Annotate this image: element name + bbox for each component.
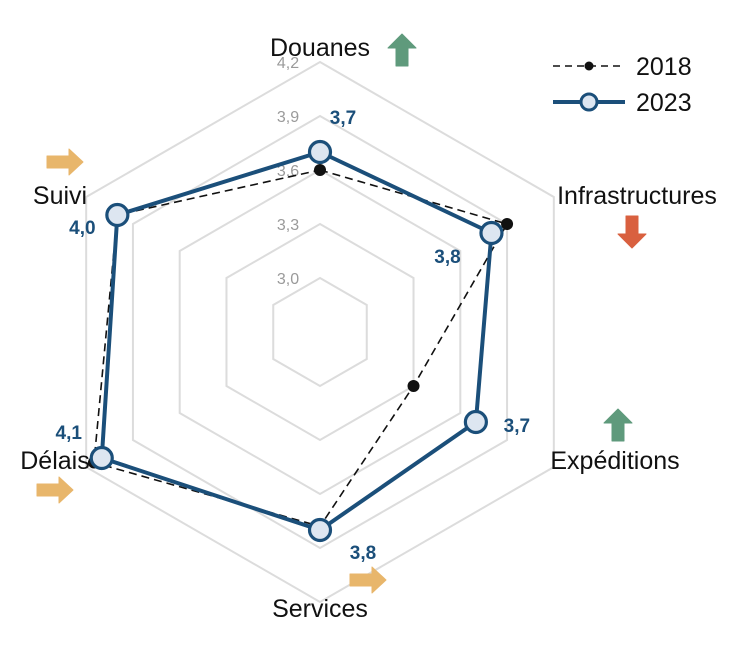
data-label-services: 3,8 bbox=[350, 543, 376, 564]
data-label-suivi: 4,0 bbox=[69, 218, 95, 239]
legend-item-2023: 2023 bbox=[553, 89, 692, 117]
arrow-right-icon-delais bbox=[36, 476, 74, 504]
data-point-2023 bbox=[89, 445, 114, 471]
series-2023 bbox=[89, 139, 504, 543]
trend-indicators bbox=[36, 33, 647, 594]
arrow-up-icon-douanes bbox=[387, 33, 417, 67]
arrow-down-icon-infrastructures bbox=[617, 215, 647, 249]
axis-label-douanes: Douanes bbox=[270, 34, 370, 62]
arrow-right-icon-services bbox=[349, 566, 387, 594]
data-label-douanes: 3,7 bbox=[330, 108, 356, 129]
arrow-right-icon-suivi bbox=[46, 148, 84, 176]
legend-marker-2018 bbox=[584, 61, 594, 71]
legend: 2018 2023 bbox=[553, 53, 692, 117]
data-labels: 3,7 3,8 3,7 3,8 4,1 4,0 bbox=[56, 108, 531, 564]
data-point-2018 bbox=[407, 380, 420, 392]
data-label-delais: 4,1 bbox=[56, 423, 83, 444]
grid-ring bbox=[85, 60, 555, 604]
axis-label-services: Services bbox=[272, 595, 368, 623]
data-label-infrastructures: 3,8 bbox=[434, 247, 460, 268]
legend-item-2018: 2018 bbox=[553, 53, 692, 81]
axis-labels: Douanes Infrastructures Expéditions Service… bbox=[20, 34, 717, 623]
data-point-2023 bbox=[463, 409, 488, 435]
legend-label-2023: 2023 bbox=[636, 89, 692, 117]
axis-label-suivi: Suivi bbox=[33, 182, 87, 210]
grid-ring bbox=[131, 114, 509, 550]
axis-label-infrastructures: Infrastructures bbox=[557, 182, 717, 210]
tick-label: 3,3 bbox=[277, 217, 299, 234]
axis-label-expeditions: Expéditions bbox=[550, 447, 679, 475]
series-line-2018 bbox=[93, 169, 509, 528]
grid-ring bbox=[225, 222, 415, 442]
data-point-2023 bbox=[479, 220, 504, 246]
grid-ring bbox=[178, 168, 462, 496]
data-label-expeditions: 3,7 bbox=[504, 416, 530, 437]
legend-marker-2023 bbox=[579, 92, 599, 112]
legend-label-2018: 2018 bbox=[636, 53, 692, 81]
data-point-2018 bbox=[314, 164, 326, 176]
data-point-2023 bbox=[307, 139, 333, 165]
data-point-2023 bbox=[307, 517, 333, 543]
arrow-up-icon-expeditions bbox=[603, 408, 633, 442]
tick-label: 3,9 bbox=[277, 109, 299, 126]
data-point-2023 bbox=[105, 202, 130, 228]
data-point-2018 bbox=[501, 218, 514, 230]
grid-ring bbox=[272, 276, 368, 388]
series-layer bbox=[87, 139, 514, 543]
tick-label: 3,0 bbox=[277, 271, 299, 288]
axis-label-delais: Délais bbox=[20, 447, 89, 475]
series-2018 bbox=[87, 164, 514, 533]
tick-label: 4,2 bbox=[277, 55, 299, 72]
radial-tick-labels: 3,03,33,63,94,2 bbox=[277, 55, 299, 288]
